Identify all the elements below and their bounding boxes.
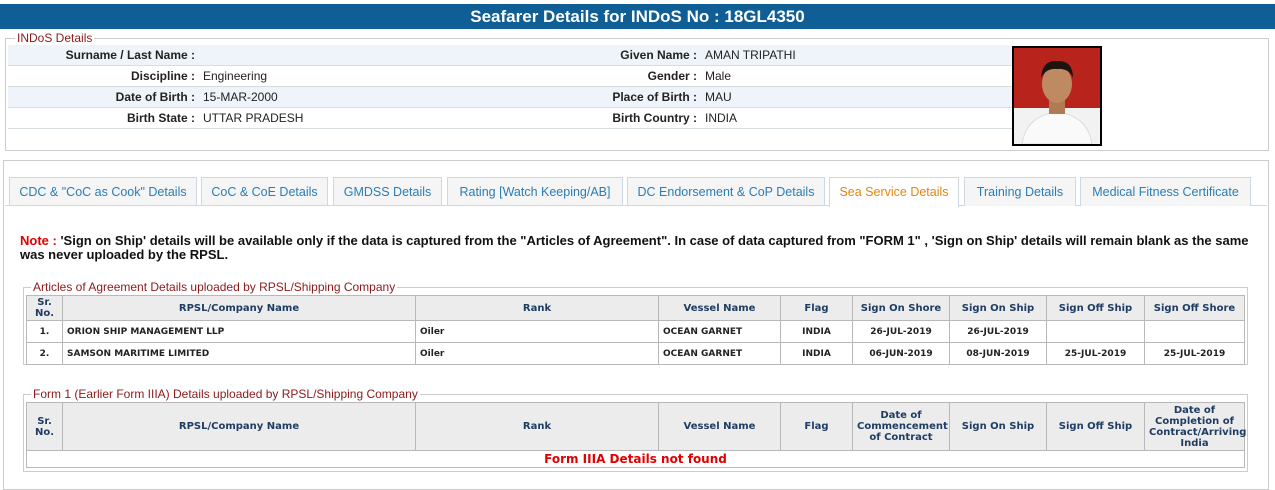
cell: Oiler [415,320,659,343]
column-header: Sign Off Shore [1144,295,1245,321]
column-header: Vessel Name [658,295,781,321]
form1-legend: Form 1 (Earlier Form IIIA) Details uploa… [31,387,420,401]
column-header: Flag [780,295,853,321]
field-label: Given Name : [620,48,697,62]
cell: 08-JUN-2019 [949,342,1047,365]
tab[interactable]: CoC & CoE Details [201,177,328,206]
indos-legend: INDoS Details [15,31,95,45]
data-row: 2. SAMSON MARITIME LIMITED Oiler OCEAN GARN… [26,342,1245,365]
cell: 26-JUL-2019 [852,320,950,343]
indos-row: Date of Birth : 15-MAR-2000 Place of Birth… [8,87,1012,108]
articles-legend: Articles of Agreement Details uploaded b… [31,280,398,294]
column-header: Date of Completion of Contract/Arriving … [1144,402,1246,451]
cell: 26-JUL-2019 [949,320,1047,343]
tab[interactable]: Rating [Watch Keeping/AB] [447,177,623,206]
cell: OCEAN GARNET [658,320,781,343]
tab-active[interactable]: Sea Service Details [829,177,959,207]
cell: 2. [26,342,63,365]
column-header: RPSL/Company Name [62,402,416,451]
column-header: Date of Commencement of Contract [852,402,950,451]
cell: ORION SHIP MANAGEMENT LLP [62,320,416,343]
field-value: AMAN TRIPATHI [705,48,796,62]
tab[interactable]: CDC & "CoC as Cook" Details [9,177,197,206]
tab-divider [5,205,1267,206]
field-label: Birth State : [126,111,195,125]
column-header: Sign On Ship [949,295,1047,321]
field-label: Discipline : [130,69,195,83]
column-header: Vessel Name [658,402,781,451]
note: Note : 'Sign on Ship' details will be av… [20,234,1255,262]
cell: SAMSON MARITIME LIMITED [62,342,416,365]
indos-row: Birth State : UTTAR PRADESH Birth Country … [8,108,1012,129]
cell: 1. [26,320,63,343]
indos-row: Surname / Last Name : Given Name : AMAN TR… [8,45,1012,66]
cell [1144,320,1245,343]
cell [1046,320,1145,343]
field-label: Date of Birth : [115,90,195,104]
field-label: Surname / Last Name : [65,48,195,62]
field-value: MAU [705,90,732,104]
header-row: Sr. No. RPSL/Company Name Rank Vessel Name F… [26,295,1245,321]
column-header: Rank [415,402,659,451]
cell: INDIA [780,342,853,365]
profile-photo [1012,46,1102,146]
tab[interactable]: Training Details [964,177,1076,206]
column-header: Sr. No. [26,295,63,321]
data-row: 1. ORION SHIP MANAGEMENT LLP Oiler OCEAN GA… [26,320,1245,343]
cell: INDIA [780,320,853,343]
column-header: Sign On Shore [852,295,950,321]
tab[interactable]: Medical Fitness Certificate [1080,177,1251,206]
field-value: UTTAR PRADESH [203,111,304,125]
cell: 06-JUN-2019 [852,342,950,365]
column-header: Sign On Ship [949,402,1047,451]
note-text: 'Sign on Ship' details will be available… [20,233,1249,262]
column-header: Sign Off Ship [1046,402,1145,451]
column-header: Flag [780,402,853,451]
column-header: Rank [415,295,659,321]
empty-row: Form IIIA Details not found [26,450,1245,468]
indos-fieldset [5,38,1269,151]
page-title: Seafarer Details for INDoS No : 18GL4350 [0,4,1275,29]
column-header: RPSL/Company Name [62,295,416,321]
column-header: Sr. No. [26,402,63,451]
field-value: 15-MAR-2000 [203,90,278,104]
field-value: Male [705,69,732,83]
empty-message: Form IIIA Details not found [26,450,1245,468]
articles-fieldset [23,287,1248,365]
column-header: Sign Off Ship [1046,295,1145,321]
tab[interactable]: GMDSS Details [333,177,442,206]
indos-row: Discipline : Engineering Gender : Male [8,66,1012,87]
field-label: Gender : [647,69,697,83]
field-value: Engineering [203,69,268,83]
field-value: INDIA [705,111,738,125]
articles-table: Sr. No. RPSL/Company Name Rank Vessel Name F… [26,295,1245,365]
cell: OCEAN GARNET [658,342,781,365]
tab[interactable]: DC Endorsement & CoP Details [627,177,825,206]
field-label: Birth Country : [612,111,697,125]
note-label: Note : [20,233,57,248]
cell: 25-JUL-2019 [1144,342,1245,365]
form1-table: Sr. No. RPSL/Company Name Rank Vessel Name F… [26,402,1246,468]
field-label: Place of Birth : [612,90,697,104]
form1-fieldset [23,394,1248,472]
cell: Oiler [415,342,659,365]
cell: 25-JUL-2019 [1046,342,1145,365]
header-row: Sr. No. RPSL/Company Name Rank Vessel Name F… [26,402,1246,451]
